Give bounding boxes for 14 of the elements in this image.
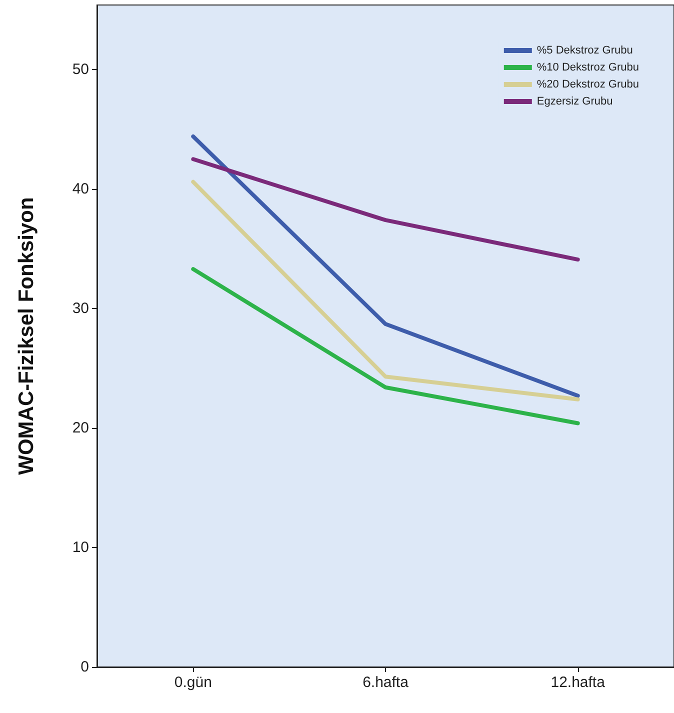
y-tick-label: 20 [72, 420, 89, 437]
legend-label: %5 Dekstroz Grubu [536, 44, 633, 56]
y-tick-label: 10 [72, 539, 89, 556]
x-tick-label: 12.hafta [550, 674, 606, 691]
y-tick-label: 30 [72, 300, 89, 318]
y-tick-label: 50 [72, 61, 89, 78]
x-tick-label: 0.gün [174, 674, 212, 691]
legend-label: %20 Dekstroz Grubu [536, 78, 640, 90]
legend-label: Egzersiz Grubu [536, 96, 613, 108]
y-tick-label: 0 [80, 658, 89, 676]
x-tick-label: 6.hafta [362, 674, 410, 691]
y-tick-label: 40 [72, 180, 89, 198]
y-axis-title: WOMAC-Fiziksel Fonksiyon [15, 197, 38, 475]
legend-label: %10 Dekstroz Grubu [536, 62, 640, 74]
